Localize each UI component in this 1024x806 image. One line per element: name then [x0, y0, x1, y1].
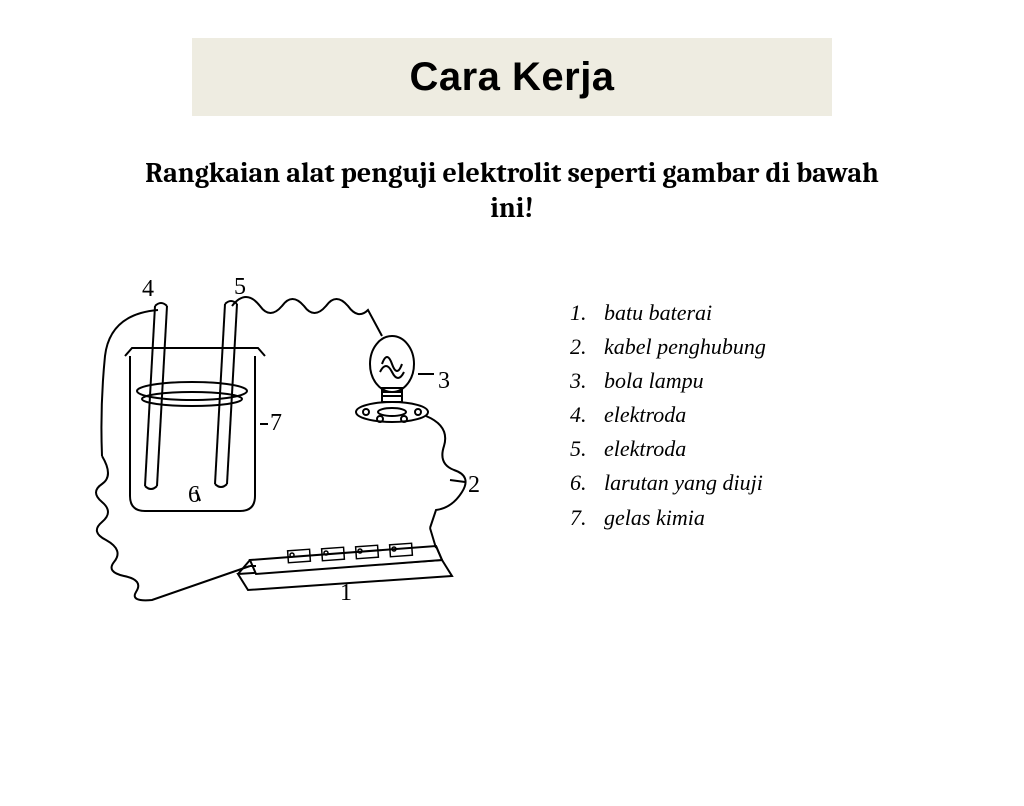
legend-item-4: 4. elektroda	[570, 398, 766, 432]
diagram-label-7: 7	[270, 410, 282, 437]
legend-item-5: 5. elektroda	[570, 432, 766, 466]
legend-item-7: 7. gelas kimia	[570, 501, 766, 535]
diagram-label-1: 1	[340, 580, 352, 607]
circuit-diagram: 4 5 3 2 7 6 1	[70, 266, 510, 606]
legend: 1. batu baterai 2. kabel penghubung 3. b…	[570, 296, 766, 606]
legend-label: batu baterai	[604, 296, 712, 330]
circuit-svg	[70, 266, 510, 606]
legend-item-6: 6. larutan yang diuji	[570, 466, 766, 500]
legend-item-3: 3. bola lampu	[570, 364, 766, 398]
legend-item-1: 1. batu baterai	[570, 296, 766, 330]
bulb-icon	[356, 336, 428, 422]
legend-num: 1.	[570, 296, 604, 330]
legend-label: bola lampu	[604, 364, 704, 398]
diagram-label-5: 5	[234, 274, 246, 301]
legend-label: larutan yang diuji	[604, 466, 763, 500]
legend-num: 5.	[570, 432, 604, 466]
legend-num: 3.	[570, 364, 604, 398]
diagram-label-3: 3	[438, 368, 450, 395]
legend-num: 2.	[570, 330, 604, 364]
content-row: 4 5 3 2 7 6 1 1. batu baterai 2. kabel p…	[0, 266, 1024, 606]
legend-num: 6.	[570, 466, 604, 500]
legend-num: 4.	[570, 398, 604, 432]
diagram-label-6: 6	[188, 482, 200, 509]
legend-label: kabel penghubung	[604, 330, 766, 364]
legend-label: elektroda	[604, 398, 686, 432]
legend-label: elektroda	[604, 432, 686, 466]
subtitle: Rangkaian alat penguji elektrolit sepert…	[132, 156, 892, 226]
title-bar: Cara Kerja	[192, 38, 832, 116]
diagram-label-2: 2	[468, 472, 480, 499]
legend-label: gelas kimia	[604, 501, 705, 535]
legend-item-2: 2. kabel penghubung	[570, 330, 766, 364]
diagram-label-4: 4	[142, 276, 154, 303]
page-title: Cara Kerja	[409, 55, 614, 100]
legend-num: 7.	[570, 501, 604, 535]
